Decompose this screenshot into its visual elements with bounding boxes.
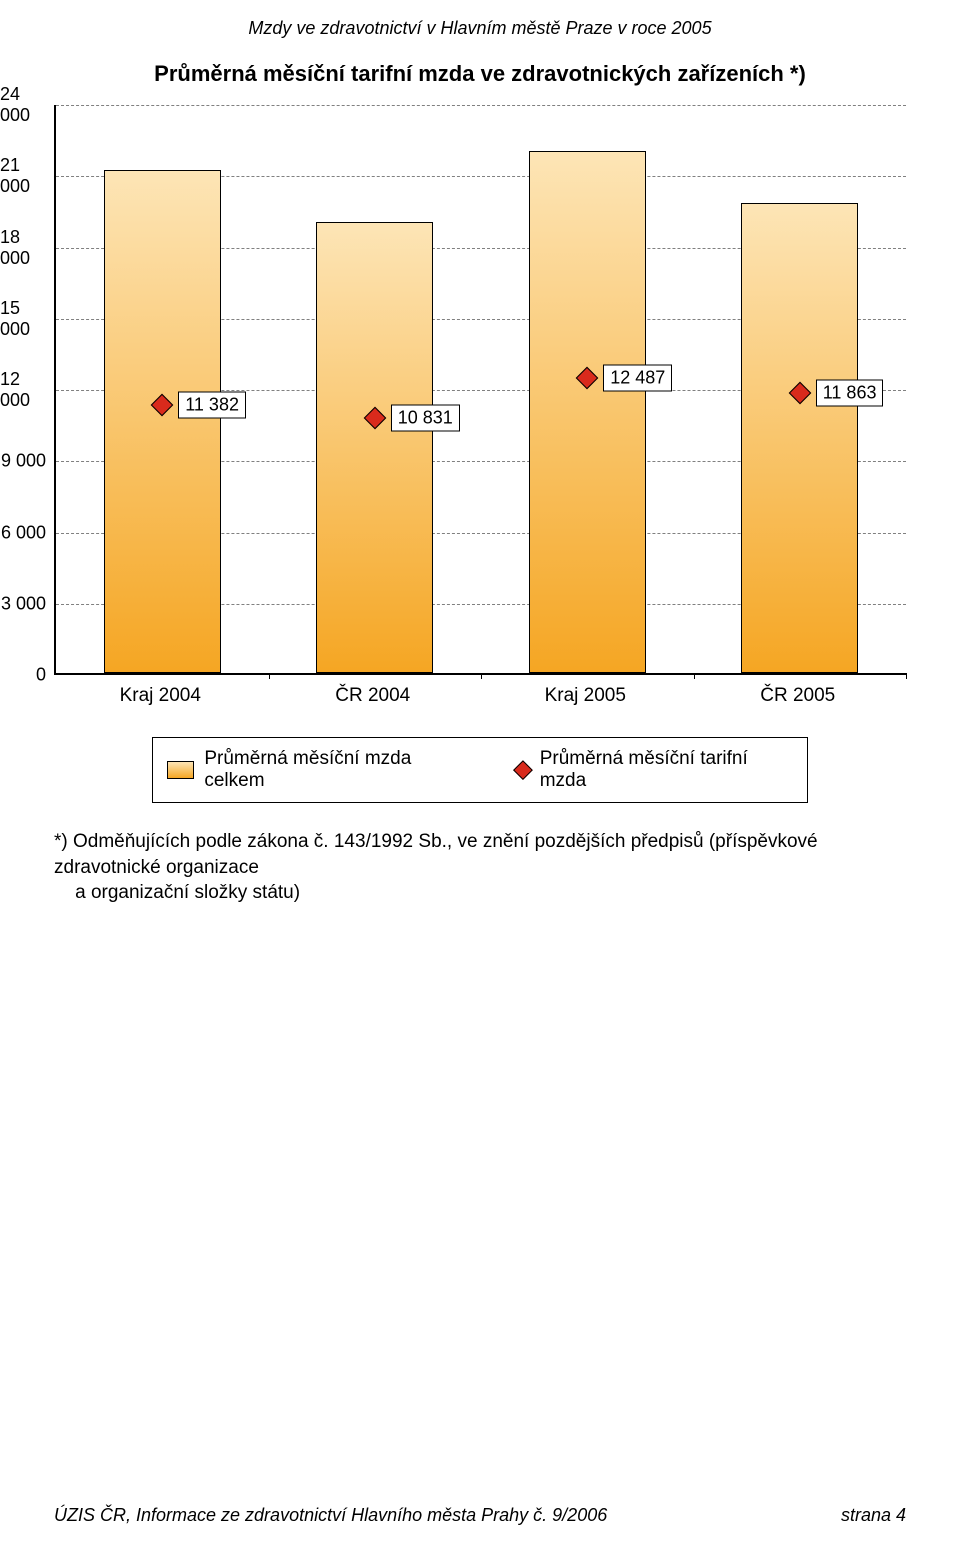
x-category-label: Kraj 2005: [545, 685, 626, 707]
y-tick-label: 15 000: [0, 298, 46, 340]
bar: [741, 203, 858, 673]
page-header: Mzdy ve zdravotnictví v Hlavním městě Pr…: [0, 0, 960, 39]
plot-area: 11 382 10 831 12 487 11 863: [54, 105, 906, 675]
x-axis-labels: Kraj 2004 ČR 2004 Kraj 2005 ČR 2005: [54, 685, 906, 715]
y-tick-label: 9 000: [1, 451, 46, 472]
x-category-label: ČR 2005: [760, 685, 835, 707]
marker-swatch-icon: [513, 760, 533, 780]
y-tick-label: 0: [36, 665, 46, 686]
page-footer: ÚZIS ČR, Informace ze zdravotnictví Hlav…: [54, 1505, 906, 1526]
x-category-label: Kraj 2004: [120, 685, 201, 707]
legend-item-marker: Průměrná měsíční tarifní mzda: [516, 748, 793, 792]
bar: [529, 151, 646, 674]
y-tick-label: 18 000: [0, 227, 46, 269]
y-axis-labels: 03 0006 0009 00012 00015 00018 00021 000…: [0, 105, 52, 675]
bar: [104, 170, 221, 674]
bar-swatch-icon: [167, 761, 194, 779]
x-tick: [269, 673, 270, 679]
x-tick: [906, 673, 907, 679]
footnote-line-1: *) Odměňujících podle zákona č. 143/1992…: [54, 829, 906, 880]
y-tick-label: 3 000: [1, 593, 46, 614]
y-tick-label: 21 000: [0, 155, 46, 197]
legend: Průměrná měsíční mzda celkem Průměrná mě…: [152, 737, 808, 803]
x-tick: [481, 673, 482, 679]
marker-value-label: 11 863: [816, 380, 884, 407]
chart-area: 03 0006 0009 00012 00015 00018 00021 000…: [54, 105, 906, 675]
footnote: *) Odměňujících podle zákona č. 143/1992…: [54, 829, 906, 906]
legend-item-bar: Průměrná měsíční mzda celkem: [167, 748, 470, 792]
chart-title: Průměrná měsíční tarifní mzda ve zdravot…: [0, 61, 960, 87]
legend-bar-label: Průměrná měsíční mzda celkem: [204, 748, 470, 792]
footnote-line-2: a organizační složky státu): [54, 880, 906, 906]
y-tick-label: 12 000: [0, 369, 46, 411]
footer-left: ÚZIS ČR, Informace ze zdravotnictví Hlav…: [54, 1505, 607, 1526]
footer-right: strana 4: [841, 1505, 906, 1526]
marker-value-label: 11 382: [178, 391, 246, 418]
y-tick-label: 6 000: [1, 522, 46, 543]
legend-marker-label: Průměrná měsíční tarifní mzda: [540, 748, 793, 792]
x-tick: [694, 673, 695, 679]
marker-value-label: 10 831: [391, 404, 460, 431]
y-tick-label: 24 000: [0, 84, 46, 126]
gridline: [56, 105, 906, 106]
marker-value-label: 12 487: [603, 365, 672, 392]
x-category-label: ČR 2004: [335, 685, 410, 707]
bar: [316, 222, 433, 673]
